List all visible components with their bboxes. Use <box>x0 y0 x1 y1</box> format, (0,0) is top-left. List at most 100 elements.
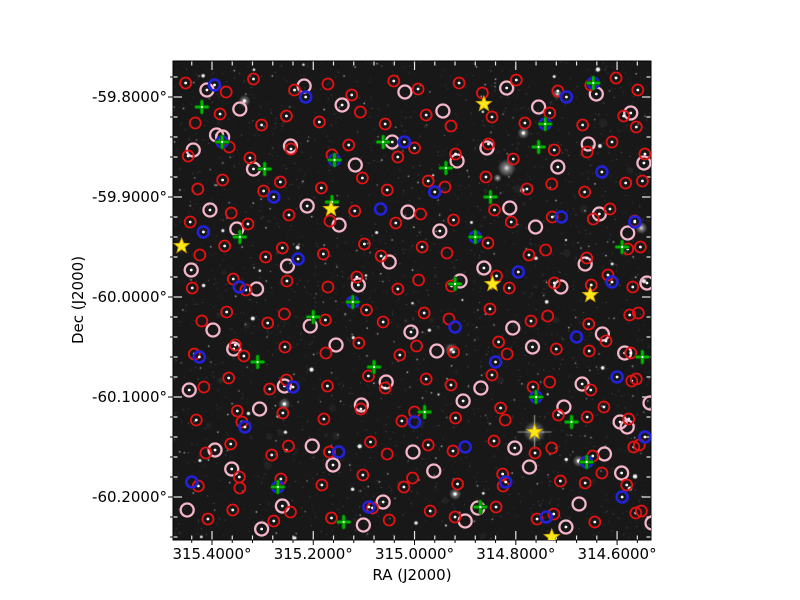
marker-red-circles <box>597 400 611 414</box>
marker-red-circles <box>284 142 298 156</box>
marker-pink-circles <box>426 463 442 479</box>
source-dot <box>548 111 552 115</box>
source-dot <box>221 140 224 144</box>
marker-red-circles <box>321 77 335 91</box>
marker-red-circles <box>319 346 333 360</box>
source-dot <box>287 213 291 217</box>
marker-red-circles <box>360 303 373 317</box>
marker-pink-circles <box>613 465 630 481</box>
marker-red-circles <box>633 240 647 254</box>
marker-yellow-stars <box>581 285 599 303</box>
marker-red-circles <box>247 72 260 86</box>
source-dot <box>280 504 284 508</box>
source-dot <box>608 207 612 211</box>
marker-pink-circles <box>325 457 341 473</box>
source-dot <box>501 472 505 476</box>
marker-pink-circles <box>642 395 651 411</box>
x-tick-label: 315.2000° <box>273 545 353 563</box>
marker-pink-circles <box>276 378 293 394</box>
source-dot <box>260 123 264 127</box>
marker-pink-circles <box>253 521 270 537</box>
source-dot <box>394 221 398 225</box>
source-dot <box>490 373 494 377</box>
marker-pink-circles <box>207 442 223 458</box>
marker-red-circles <box>485 110 499 124</box>
marker-pink-circles <box>205 322 221 338</box>
marker-red-circles <box>547 143 561 157</box>
source-dot <box>544 122 547 126</box>
plot-frame <box>172 60 652 541</box>
marker-red-circles <box>479 170 493 184</box>
marker-red-circles <box>545 210 559 224</box>
marker-pink-circles <box>623 105 639 121</box>
marker-red-circles <box>629 120 643 134</box>
marker-yellow-stars <box>322 199 340 217</box>
marker-red-circles <box>321 280 335 294</box>
marker-pink-circles <box>251 401 268 417</box>
source-dot <box>413 146 416 150</box>
marker-red-circles <box>582 344 596 358</box>
source-dot <box>398 353 402 357</box>
marker-red-circles <box>323 445 336 459</box>
source-dot <box>474 235 477 239</box>
marker-red-circles <box>239 283 253 297</box>
source-dot <box>272 195 276 199</box>
source-dot <box>264 255 268 259</box>
source-dot <box>353 209 357 213</box>
marker-red-circles <box>280 109 293 123</box>
source-dot <box>184 81 188 85</box>
marker-blue-circles <box>232 280 247 294</box>
marker-red-circles <box>580 410 594 424</box>
marker-red-circles <box>444 119 458 133</box>
marker-red-circles <box>387 74 401 88</box>
source-dot <box>594 92 598 96</box>
source-dot <box>227 376 231 380</box>
marker-red-circles <box>578 476 592 490</box>
marker-red-circles <box>605 135 619 149</box>
marker-red-circles <box>376 315 390 329</box>
marker-red-circles <box>551 408 565 422</box>
marker-pink-circles <box>405 444 421 460</box>
source-dot <box>622 114 626 118</box>
marker-red-circles <box>447 213 460 227</box>
source-dot <box>492 439 496 443</box>
marker-pink-circles <box>644 515 651 531</box>
source-dot <box>208 208 212 212</box>
source-dot <box>235 409 239 413</box>
marker-red-circles <box>494 401 508 415</box>
marker-red-circles <box>603 202 617 216</box>
source-dot <box>285 279 289 283</box>
source-dot <box>201 230 205 234</box>
marker-red-circles <box>233 481 247 495</box>
marker-red-circles <box>189 413 203 427</box>
source-dot <box>382 140 385 144</box>
marker-blue-circles <box>511 265 526 279</box>
marker-red-circles <box>345 88 359 102</box>
source-dot <box>433 190 437 194</box>
source-dot <box>423 410 426 414</box>
source-dot <box>452 350 455 354</box>
marker-red-circles <box>255 118 269 132</box>
marker-red-circles <box>358 237 371 251</box>
source-dot <box>600 170 604 174</box>
marker-red-circles <box>481 236 495 250</box>
marker-red-circles <box>193 248 207 262</box>
marker-red-circles <box>263 382 277 396</box>
source-dot <box>420 245 424 249</box>
marker-pink-circles <box>400 204 416 220</box>
source-dot <box>499 406 503 410</box>
source-dot <box>200 105 203 109</box>
source-dot <box>589 388 593 392</box>
marker-red-circles <box>438 180 452 194</box>
source-dot <box>291 385 295 389</box>
marker-pink-circles <box>594 326 611 342</box>
marker-red-circles <box>364 435 377 449</box>
source-dot <box>428 509 432 513</box>
marker-red-circles <box>222 371 236 385</box>
marker-red-circles <box>342 138 356 152</box>
source-dot <box>454 416 457 420</box>
source-dot <box>615 375 619 379</box>
source-dot <box>614 76 618 80</box>
marker-pink-circles <box>279 258 296 274</box>
